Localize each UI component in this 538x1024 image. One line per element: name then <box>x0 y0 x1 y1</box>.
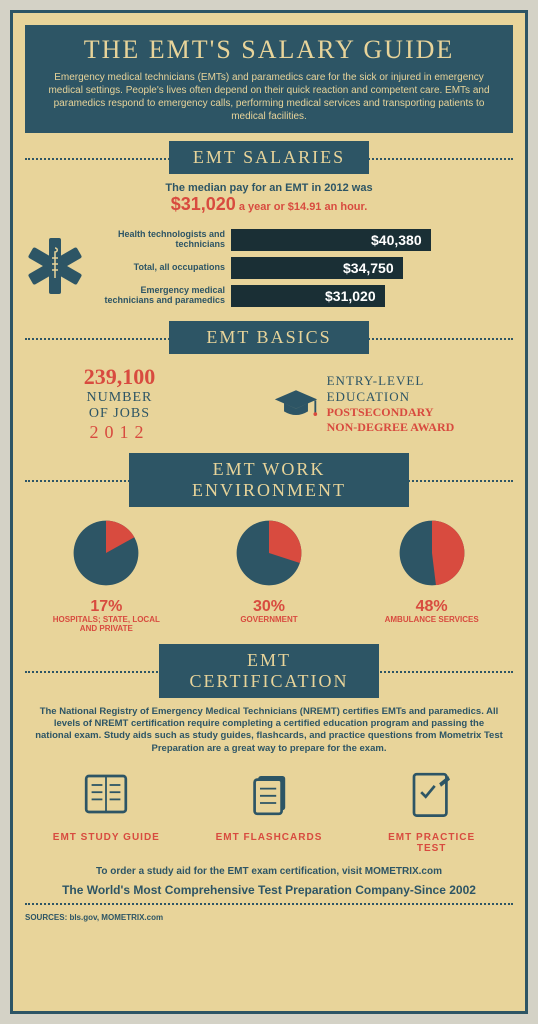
header-block: THE EMT'S SALARY GUIDE Emergency medical… <box>25 25 513 133</box>
pie-percent: 48% <box>372 598 492 616</box>
median-pay-line: $31,020 a year or $14.91 an hour. <box>25 194 513 215</box>
bar-track: $40,380 <box>231 229 513 251</box>
cert-icon <box>46 767 166 826</box>
cert-item-name: EMT PRACTICE TEST <box>372 832 492 854</box>
edu-line-2: EDUCATION <box>327 389 455 405</box>
work-heading-wrap: EMT WORK ENVIRONMENT <box>25 453 513 507</box>
cert-icon <box>372 767 492 826</box>
bar-value: $31,020 <box>325 288 376 304</box>
bar-label: Emergency medical technicians and parame… <box>95 286 225 306</box>
salaries-heading: EMT SALARIES <box>169 141 369 174</box>
jobs-number: 239,100 <box>84 364 156 390</box>
bar-track: $34,750 <box>231 257 513 279</box>
bar-value: $34,750 <box>343 260 394 276</box>
pie-charts: 17% HOSPITALS; STATE, LOCAL AND PRIVATE … <box>25 517 513 634</box>
cert-icon <box>209 767 329 826</box>
pie-percent: 30% <box>209 598 329 616</box>
salary-bar-row: Total, all occupations $34,750 <box>95 257 513 279</box>
pie-label: AMBULANCE SERVICES <box>372 616 492 625</box>
cert-icons: EMT STUDY GUIDE EMT FLASHCARDS EMT PRACT… <box>25 767 513 854</box>
cert-heading: EMT CERTIFICATION <box>159 644 379 698</box>
bar-track: $31,020 <box>231 285 513 307</box>
median-suffix: a year or $14.91 an hour. <box>239 201 367 213</box>
cert-heading-wrap: EMT CERTIFICATION <box>25 644 513 698</box>
jobs-label-1: NUMBER <box>84 390 156 406</box>
pie-label: GOVERNMENT <box>209 616 329 625</box>
work-heading: EMT WORK ENVIRONMENT <box>129 453 409 507</box>
basics-heading-wrap: EMT BASICS <box>25 321 513 354</box>
education-stat: ENTRY-LEVEL EDUCATION POSTSECONDARY NON-… <box>273 373 455 435</box>
pie-label: HOSPITALS; STATE, LOCAL AND PRIVATE <box>46 616 166 634</box>
cert-text: The National Registry of Emergency Medic… <box>35 706 503 755</box>
pie-item: 48% AMBULANCE SERVICES <box>372 517 492 634</box>
bar-label: Total, all occupations <box>95 263 225 273</box>
median-pay-intro: The median pay for an EMT in 2012 was <box>25 182 513 194</box>
intro-text: Emergency medical technicians (EMTs) and… <box>39 71 499 123</box>
bar-value: $40,380 <box>371 232 422 248</box>
main-title: THE EMT'S SALARY GUIDE <box>39 35 499 65</box>
basics-heading: EMT BASICS <box>169 321 369 354</box>
edu-line-4: NON-DEGREE AWARD <box>327 420 455 435</box>
salaries-heading-wrap: EMT SALARIES <box>25 141 513 174</box>
graduation-cap-icon <box>273 384 319 424</box>
salary-bar-row: Emergency medical technicians and parame… <box>95 285 513 307</box>
cert-item-name: EMT STUDY GUIDE <box>46 832 166 843</box>
median-amount: $31,020 <box>171 194 236 214</box>
salary-bar-row: Health technologists and technicians $40… <box>95 229 513 251</box>
pie-item: 17% HOSPITALS; STATE, LOCAL AND PRIVATE <box>46 517 166 634</box>
divider <box>25 903 513 905</box>
cert-item: EMT STUDY GUIDE <box>46 767 166 854</box>
order-text: To order a study aid for the EMT exam ce… <box>25 866 513 877</box>
star-of-life-icon <box>25 236 85 301</box>
edu-line-1: ENTRY-LEVEL <box>327 373 455 389</box>
jobs-year: 2012 <box>84 422 156 443</box>
sources: SOURCES: bls.gov, MOMETRIX.com <box>25 913 513 922</box>
pie-percent: 17% <box>46 598 166 616</box>
pie-chart-icon <box>396 517 468 589</box>
infographic: THE EMT'S SALARY GUIDE Emergency medical… <box>10 10 528 1014</box>
jobs-stat: 239,100 NUMBER OF JOBS 2012 <box>84 364 156 443</box>
basics-row: 239,100 NUMBER OF JOBS 2012 ENTRY-LEVEL … <box>25 364 513 443</box>
cert-item-name: EMT FLASHCARDS <box>209 832 329 843</box>
salary-bars: Health technologists and technicians $40… <box>25 223 513 313</box>
bar-label: Health technologists and technicians <box>95 230 225 250</box>
edu-line-3: POSTSECONDARY <box>327 405 455 420</box>
pie-chart-icon <box>233 517 305 589</box>
jobs-label-2: OF JOBS <box>84 406 156 422</box>
pie-item: 30% GOVERNMENT <box>209 517 329 634</box>
cert-item: EMT PRACTICE TEST <box>372 767 492 854</box>
pie-chart-icon <box>70 517 142 589</box>
tagline: The World's Most Comprehensive Test Prep… <box>25 883 513 897</box>
cert-item: EMT FLASHCARDS <box>209 767 329 854</box>
